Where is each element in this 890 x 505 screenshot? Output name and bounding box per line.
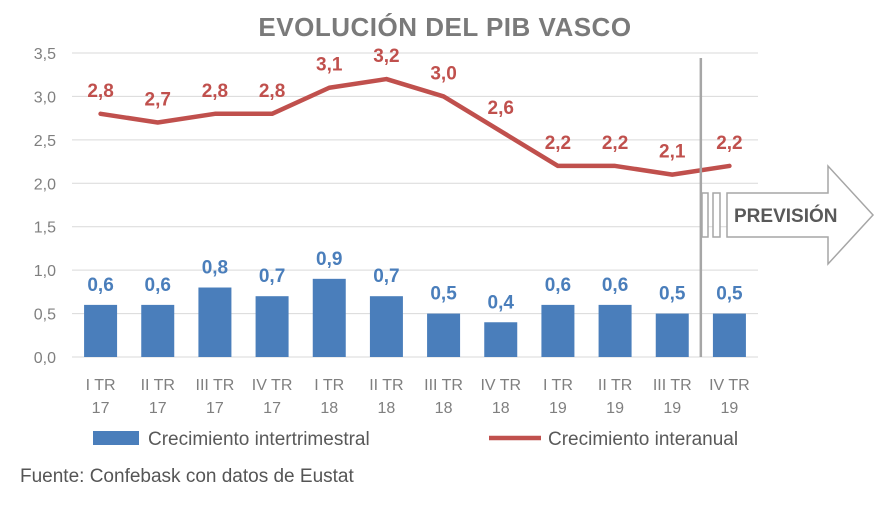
x-tick-label: III TR (653, 377, 692, 394)
y-tick-label: 3,0 (34, 89, 56, 106)
x-tick-label: I TR (314, 377, 344, 394)
bar-data-label: 0,5 (659, 284, 686, 305)
x-tick-label: 19 (721, 400, 739, 417)
bar (712, 313, 746, 357)
x-tick-label: 19 (606, 400, 624, 417)
x-tick-label: IV TR (480, 377, 521, 394)
line-data-label: 2,8 (259, 81, 285, 102)
bar (655, 313, 689, 357)
line-data-label: 2,8 (87, 81, 113, 102)
x-tick-label: II TR (369, 377, 403, 394)
forecast-arrow (726, 164, 875, 266)
bar (312, 278, 346, 357)
bar-data-label: 0,6 (145, 275, 171, 296)
x-tick-label: I TR (543, 377, 573, 394)
legend-line-label: Crecimiento interanual (548, 429, 738, 450)
x-tick-label: II TR (141, 377, 175, 394)
bar (255, 296, 289, 357)
x-tick-label: 17 (263, 400, 281, 417)
x-tick-label: 17 (149, 400, 167, 417)
bar-data-label: 0,6 (87, 275, 113, 296)
bar (484, 322, 518, 357)
bar-data-label: 0,7 (259, 266, 285, 287)
x-tick-label: III TR (196, 377, 235, 394)
line-data-label: 2,7 (145, 89, 171, 110)
line-data-label: 3,0 (430, 63, 456, 84)
x-tick-label: 17 (206, 400, 224, 417)
y-tick-label: 3,5 (34, 46, 56, 63)
forecast-annotation: PREVISIÓN (734, 205, 837, 227)
x-tick-label: IV TR (252, 377, 293, 394)
line-data-label: 2,2 (602, 133, 628, 154)
bar (369, 296, 403, 357)
bar (84, 304, 118, 357)
arrow-tail-bar (712, 192, 721, 238)
x-tick-label: 18 (378, 400, 396, 417)
line-data-label: 2,1 (659, 142, 686, 163)
y-tick-label: 1,0 (34, 263, 56, 280)
bar (198, 287, 232, 357)
bar-data-label: 0,5 (430, 284, 457, 305)
y-tick-label: 2,0 (34, 176, 56, 193)
line-data-label: 3,2 (373, 46, 399, 67)
x-tick-label: IV TR (709, 377, 750, 394)
bar-data-label: 0,8 (202, 258, 228, 279)
x-tick-label: 19 (663, 400, 681, 417)
x-tick-label: 19 (549, 400, 567, 417)
line-data-label: 2,2 (545, 133, 571, 154)
y-tick-label: 0,5 (34, 307, 56, 324)
bar (427, 313, 461, 357)
legend-bar-label: Crecimiento intertrimestral (148, 429, 370, 450)
x-tick-label: 18 (320, 400, 338, 417)
line-series (98, 76, 732, 177)
bar-data-label: 0,4 (488, 292, 515, 313)
chart-title: EVOLUCIÓN DEL PIB VASCO (258, 12, 632, 42)
arrow-tail-bar (701, 192, 709, 238)
bar-data-label: 0,6 (545, 275, 571, 296)
line-data-label: 2,2 (716, 133, 742, 154)
x-tick-label: III TR (424, 377, 463, 394)
y-tick-label: 1,5 (34, 220, 56, 237)
x-tick-label: II TR (598, 377, 632, 394)
line-data-label: 2,8 (202, 81, 228, 102)
bar (598, 304, 632, 357)
y-tick-label: 0,0 (34, 350, 56, 367)
bar (141, 304, 175, 357)
line-data-label: 2,6 (488, 98, 514, 119)
bar (541, 304, 575, 357)
bar-data-label: 0,9 (316, 249, 342, 270)
x-tick-label: 17 (92, 400, 110, 417)
y-tick-label: 2,5 (34, 133, 56, 150)
source-note: Fuente: Confebask con datos de Eustat (20, 466, 354, 487)
bar-data-label: 0,5 (716, 284, 743, 305)
x-tick-label: 18 (492, 400, 510, 417)
x-tick-label: 18 (435, 400, 453, 417)
line-data-label: 3,1 (316, 55, 343, 76)
bar-data-label: 0,6 (602, 275, 628, 296)
bar-data-label: 0,7 (373, 266, 399, 287)
legend-bar-swatch (93, 431, 139, 445)
x-tick-label: I TR (86, 377, 116, 394)
